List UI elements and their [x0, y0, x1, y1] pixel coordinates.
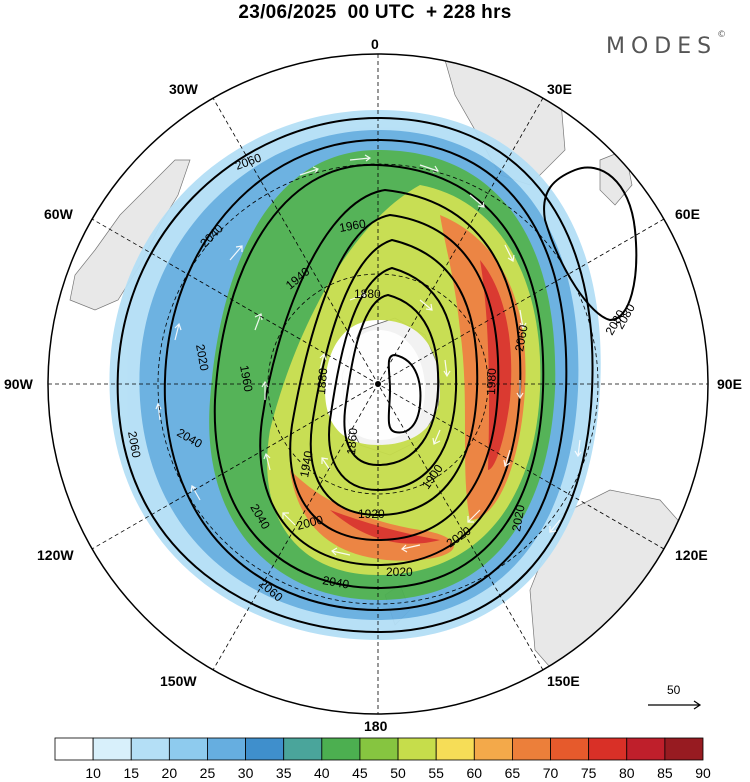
- colorbar-tick-label: 85: [657, 765, 673, 781]
- colorbar-tick-label: 35: [276, 765, 292, 781]
- contour-label: 2000: [295, 512, 325, 533]
- reference-arrow-icon: [648, 700, 702, 710]
- colorbar-tick-label: 40: [314, 765, 330, 781]
- colorbar-tick-label: 70: [543, 765, 559, 781]
- lon-label-30w: 30W: [169, 81, 199, 97]
- lon-label-120w: 120W: [37, 547, 74, 563]
- chart-title: 23/06/2025 00 UTC + 228 hrs: [238, 2, 512, 23]
- lon-label-90w: 90W: [4, 376, 34, 392]
- contour-label: 1880: [314, 367, 330, 395]
- contour-label: 2040: [321, 573, 350, 591]
- longitude-label-group: 0 30E 60E 90E 120E 150E 180 150W 120W 90…: [4, 36, 742, 734]
- reference-vector-label: 50: [667, 683, 681, 697]
- wind-speed-shading: [109, 110, 601, 640]
- colorbar-box: [664, 737, 704, 761]
- colorbar-box: [473, 737, 513, 761]
- colorbar-box: [207, 737, 246, 761]
- map-disk: [69, 54, 701, 691]
- contour-label: 1860: [344, 427, 360, 455]
- lon-label-180: 180: [364, 718, 388, 734]
- lon-label-150e: 150E: [547, 673, 580, 689]
- colorbar-box: [245, 737, 285, 761]
- colorbar-tick-label: 15: [123, 765, 139, 781]
- colorbar-tick-label: 45: [352, 765, 368, 781]
- colorbar-tick-label: 55: [428, 765, 444, 781]
- colorbar-box: [168, 737, 208, 761]
- contour-label: 2080: [612, 301, 638, 331]
- colorbar-box: [54, 737, 94, 761]
- lon-label-60e: 60E: [675, 206, 700, 222]
- colorbar-box: [130, 737, 170, 761]
- contour-label: 2020: [386, 565, 413, 579]
- polar-map: 2060 2040 1960 1940 1880 2020 1980 1920 …: [4, 36, 742, 734]
- colorbar-boxes: [54, 737, 704, 761]
- colorbar-box: [283, 737, 323, 761]
- colorbar-box: [626, 737, 666, 761]
- lon-label-60w: 60W: [44, 206, 74, 222]
- colorbar-box: [321, 737, 361, 761]
- contour-label: 2060: [512, 323, 530, 352]
- colorbar-tick-label: 50: [390, 765, 406, 781]
- lon-label-150w: 150W: [160, 673, 197, 689]
- pole-marker: [375, 381, 381, 387]
- colorbar: 10 15 20 25 30 35 40 45 50 55 60 65 70 75 80 85 90: [54, 737, 711, 781]
- colorbar-box: [588, 737, 628, 761]
- wind-vectors: [155, 154, 582, 556]
- colorbar-tick-label: 20: [162, 765, 178, 781]
- lon-label-0: 0: [371, 36, 379, 52]
- brand-text: MODES: [606, 34, 718, 59]
- contour-label: 1940: [297, 449, 315, 478]
- brand-mark: ©: [717, 30, 727, 40]
- colorbar-box: [397, 737, 437, 761]
- colorbar-box: [550, 737, 590, 761]
- reference-vector: 50: [648, 683, 702, 710]
- colorbar-box: [435, 737, 475, 761]
- colorbar-tick-label: 90: [695, 765, 711, 781]
- contour-label: 1960: [237, 364, 255, 393]
- contour-label: 1960: [338, 216, 367, 234]
- colorbar-box: [359, 737, 399, 761]
- contour-label: 1920: [358, 507, 385, 521]
- colorbar-tick-label: 75: [581, 765, 597, 781]
- colorbar-tick-label: 80: [619, 765, 635, 781]
- brand-logo: MODES©: [606, 30, 726, 59]
- colorbar-tick-label: 25: [200, 765, 216, 781]
- lon-label-120e: 120E: [675, 547, 708, 563]
- lon-label-90e: 90E: [717, 376, 742, 392]
- contour-label: 1880: [354, 287, 381, 301]
- colorbar-ticks: 10 15 20 25 30 35 40 45 50 55 60 65 70 75 80 85 90: [85, 765, 711, 781]
- colorbar-box: [512, 737, 551, 761]
- lon-label-30e: 30E: [547, 81, 572, 97]
- colorbar-tick-label: 10: [85, 765, 101, 781]
- colorbar-tick-label: 60: [467, 765, 483, 781]
- contour-label: 1980: [484, 368, 499, 395]
- contour-label: 2020: [509, 503, 527, 532]
- colorbar-box: [92, 737, 132, 761]
- colorbar-tick-label: 65: [505, 765, 521, 781]
- colorbar-tick-label: 30: [238, 765, 254, 781]
- contour-label: 2060: [125, 430, 143, 459]
- contour-label: 2020: [193, 343, 211, 372]
